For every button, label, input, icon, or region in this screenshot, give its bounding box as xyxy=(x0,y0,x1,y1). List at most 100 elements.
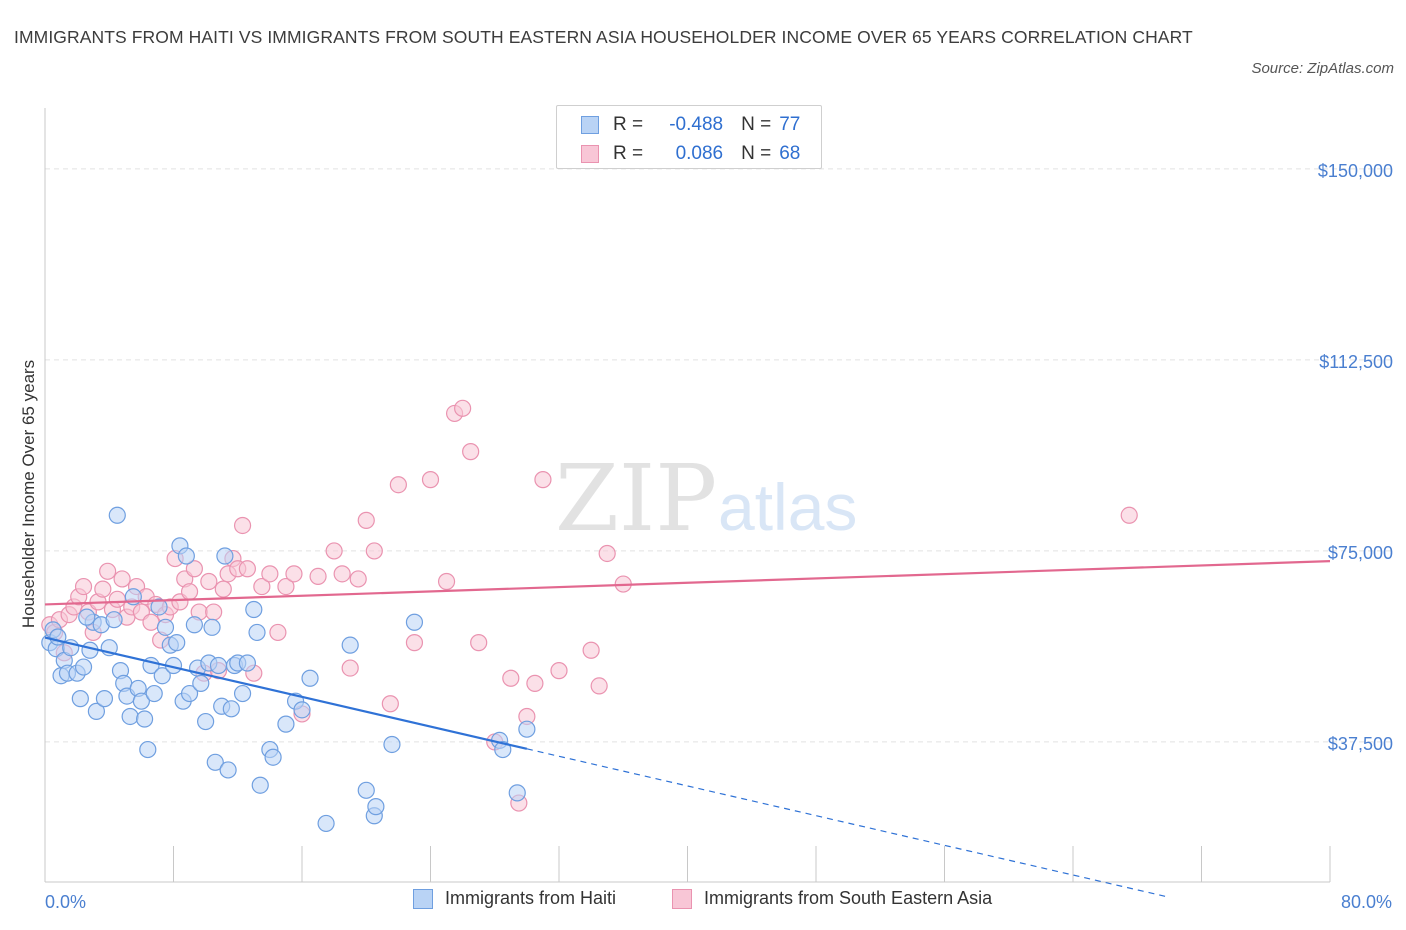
data-point-sea xyxy=(180,583,199,601)
data-point-haiti xyxy=(383,735,401,754)
y-axis-label: Householder Income Over 65 years xyxy=(19,360,38,628)
data-point-haiti xyxy=(367,798,385,816)
data-point-sea xyxy=(582,641,600,659)
data-point-haiti xyxy=(277,715,295,733)
series-legend-label-sea: Immigrants from South Eastern Asia xyxy=(704,888,993,908)
y-axis-ticks: $37,500 $75,000 $112,500 $150,000 xyxy=(1318,161,1393,754)
legend-r-label: R = xyxy=(613,143,644,164)
data-point-haiti xyxy=(238,654,256,672)
series-legend-swatch-haiti xyxy=(413,888,433,909)
data-point-haiti xyxy=(95,690,114,708)
data-point-haiti xyxy=(74,658,93,676)
data-point-haiti xyxy=(132,692,150,710)
data-point-sea xyxy=(462,443,480,461)
data-point-sea xyxy=(205,603,223,621)
stats-legend: R = -0.488 N = 77 R = 0.086 N = 68 xyxy=(556,105,822,169)
data-point-sea xyxy=(333,565,351,583)
data-point-sea xyxy=(269,623,287,642)
data-point-sea xyxy=(185,560,203,578)
data-point-sea xyxy=(502,669,520,687)
x-tick-max: 80.0% xyxy=(1341,892,1392,912)
data-point-haiti xyxy=(108,506,126,524)
trend-line-sea xyxy=(44,560,1331,606)
legend-row-haiti: R = -0.488 N = 77 xyxy=(581,111,800,139)
data-point-haiti xyxy=(357,781,375,799)
data-point-sea xyxy=(349,570,367,588)
data-point-haiti xyxy=(301,669,319,687)
data-point-haiti xyxy=(121,707,139,726)
data-point-sea xyxy=(94,580,112,598)
data-point-sea xyxy=(389,476,407,494)
data-point-haiti xyxy=(185,616,203,634)
data-point-haiti xyxy=(508,784,526,802)
data-point-haiti xyxy=(87,702,106,720)
legend-r-value-haiti: -0.488 xyxy=(669,114,724,135)
chart-title: IMMIGRANTS FROM HAITI VS IMMIGRANTS FROM… xyxy=(14,27,1193,47)
y-tick-label: $37,500 xyxy=(1328,734,1393,754)
data-point-haiti xyxy=(233,684,252,703)
data-point-sea xyxy=(454,399,472,417)
watermark-atlas: atlas xyxy=(718,470,857,544)
data-point-haiti xyxy=(71,690,89,708)
watermark-zip: ZIP xyxy=(555,445,717,552)
data-point-sea xyxy=(261,565,279,583)
data-point-sea xyxy=(534,471,552,489)
trend-lines xyxy=(44,560,1331,898)
y-tick-label: $75,000 xyxy=(1328,543,1393,563)
legend-swatch-haiti xyxy=(581,116,599,134)
series-legend-haiti: Immigrants from Haiti xyxy=(413,888,616,909)
data-point-haiti xyxy=(209,656,228,675)
data-point-haiti xyxy=(145,684,163,703)
data-point-sea xyxy=(437,572,456,591)
data-point-haiti xyxy=(405,613,424,631)
data-point-sea xyxy=(74,577,93,596)
data-point-sea xyxy=(200,572,218,591)
data-point-haiti xyxy=(317,814,335,833)
data-point-haiti xyxy=(156,618,175,636)
legend-n-label: N = xyxy=(741,114,772,135)
data-point-haiti xyxy=(150,598,168,616)
data-point-sea xyxy=(238,560,256,578)
data-point-haiti xyxy=(341,636,359,654)
legend-n-value-sea: 68 xyxy=(779,143,801,164)
data-point-sea xyxy=(1120,506,1138,524)
data-point-sea xyxy=(357,511,375,529)
data-point-haiti xyxy=(245,600,263,619)
data-point-sea xyxy=(590,677,608,695)
data-point-sea xyxy=(341,659,359,677)
data-point-sea xyxy=(405,634,424,652)
data-point-sea xyxy=(309,567,327,586)
data-point-haiti xyxy=(222,700,240,718)
legend-r-label: R = xyxy=(613,114,644,135)
data-point-haiti xyxy=(248,623,266,642)
data-point-haiti xyxy=(251,776,269,794)
trend-line-haiti xyxy=(44,636,528,750)
series-legend-sea: Immigrants from South Eastern Asia xyxy=(672,888,992,909)
data-point-sea xyxy=(108,590,126,608)
data-point-sea xyxy=(325,542,343,560)
data-point-haiti xyxy=(293,701,311,719)
data-point-haiti xyxy=(168,634,186,652)
data-point-haiti xyxy=(105,611,123,629)
data-point-haiti xyxy=(177,547,195,565)
data-point-sea xyxy=(285,565,303,583)
data-point-sea xyxy=(214,580,232,598)
data-point-sea xyxy=(277,577,295,596)
legend-n-value-haiti: 77 xyxy=(779,114,801,135)
legend-n-label: N = xyxy=(741,143,772,164)
data-point-haiti xyxy=(153,667,171,685)
series-legend-swatch-sea xyxy=(672,888,692,909)
data-point-sea xyxy=(598,544,616,563)
data-point-haiti xyxy=(203,618,221,636)
x-tick-min: 0.0% xyxy=(45,892,86,912)
data-point-sea xyxy=(365,542,383,560)
data-point-haiti xyxy=(197,712,215,731)
data-point-haiti xyxy=(216,547,234,565)
data-point-sea xyxy=(233,516,252,535)
data-point-sea xyxy=(253,577,271,596)
x-axis xyxy=(44,108,1331,883)
data-point-sea xyxy=(550,662,568,680)
data-point-haiti xyxy=(206,753,224,771)
legend-row-sea: R = 0.086 N = 68 xyxy=(581,140,800,168)
